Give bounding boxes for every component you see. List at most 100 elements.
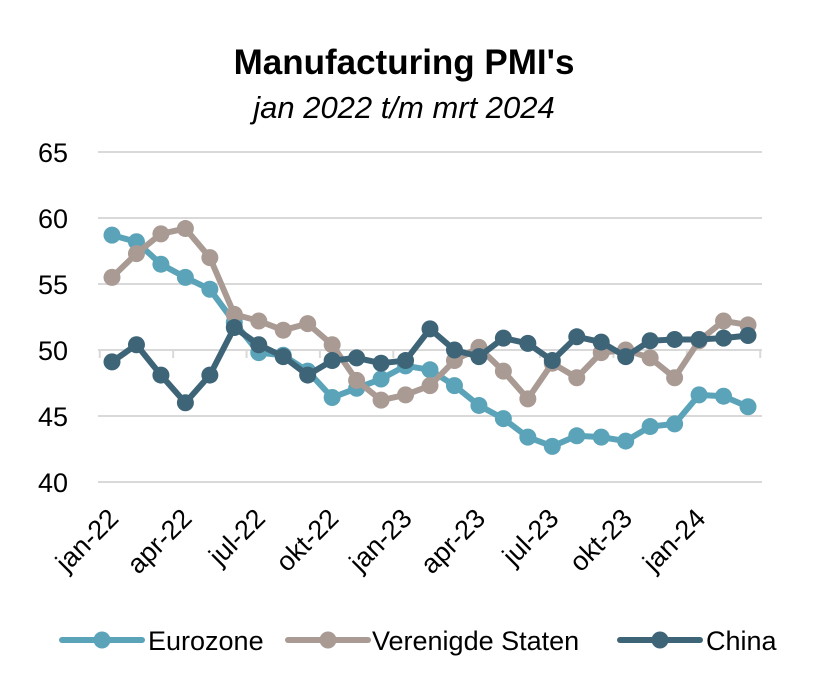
data-point	[592, 428, 610, 446]
y-tick-label: 60	[38, 204, 68, 234]
data-point	[519, 390, 537, 408]
gridlines	[98, 151, 762, 483]
data-point	[519, 334, 537, 352]
data-point	[494, 329, 512, 347]
data-point	[201, 280, 219, 298]
data-point	[323, 336, 341, 354]
data-point	[250, 336, 268, 354]
x-tick-label: jul-23	[496, 503, 565, 572]
data-point	[543, 352, 561, 370]
data-point	[445, 341, 463, 359]
data-point	[666, 415, 684, 433]
data-point	[592, 333, 610, 351]
data-point	[323, 352, 341, 370]
data-point	[421, 377, 439, 395]
data-point	[299, 366, 317, 384]
y-tick-label: 40	[38, 468, 68, 498]
data-point	[274, 321, 292, 339]
data-point	[348, 371, 366, 389]
chart-title: Manufacturing PMI's	[234, 43, 575, 82]
data-point	[103, 268, 121, 286]
data-point	[225, 319, 243, 337]
legend-swatch-marker	[651, 631, 669, 649]
data-point	[739, 398, 757, 416]
data-point	[641, 418, 659, 436]
data-point	[470, 396, 488, 414]
data-point	[421, 320, 439, 338]
data-point	[568, 369, 586, 387]
data-point	[176, 394, 194, 412]
data-point	[152, 225, 170, 243]
data-point	[715, 387, 733, 405]
y-tick-label: 45	[38, 402, 68, 432]
data-point	[152, 366, 170, 384]
data-point	[690, 386, 708, 404]
legend-item: Eurozone	[59, 626, 264, 656]
legend-item: Verenigde Staten	[285, 626, 579, 656]
data-point	[641, 349, 659, 367]
legend-swatch-marker	[319, 631, 337, 649]
y-tick-label: 50	[38, 336, 68, 366]
data-point	[225, 305, 243, 323]
data-point	[445, 377, 463, 395]
data-point	[397, 386, 415, 404]
data-point	[127, 233, 145, 251]
data-point	[372, 391, 390, 409]
data-point	[103, 226, 121, 244]
legend-label: Verenigde Staten	[372, 626, 579, 656]
legend: Eurozone Verenigde Staten China	[59, 626, 778, 656]
data-point	[641, 332, 659, 350]
x-tick-label: jul-22	[202, 503, 271, 572]
data-point	[519, 428, 537, 446]
y-tick-label: 65	[38, 138, 68, 168]
series-lines	[103, 220, 757, 455]
legend-label: Eurozone	[148, 626, 264, 656]
data-point	[494, 362, 512, 380]
data-point	[617, 432, 635, 450]
data-point	[127, 245, 145, 263]
data-point	[715, 329, 733, 347]
data-point	[372, 354, 390, 372]
data-point	[397, 352, 415, 370]
x-tick-label: jan-22	[49, 503, 124, 578]
data-point	[421, 361, 439, 379]
x-tick-label: okt-23	[564, 503, 638, 577]
data-point	[176, 268, 194, 286]
data-point	[323, 389, 341, 407]
data-point	[617, 348, 635, 366]
x-tick-label: apr-23	[415, 503, 491, 579]
legend-item: China	[617, 626, 778, 656]
data-point	[299, 315, 317, 333]
data-point	[201, 366, 219, 384]
chart-subtitle: jan 2022 t/m mrt 2024	[249, 90, 555, 125]
data-point	[176, 220, 194, 238]
data-point	[127, 336, 145, 354]
series-china	[103, 319, 757, 412]
data-point	[568, 427, 586, 445]
data-point	[543, 437, 561, 455]
y-tick-label: 55	[38, 270, 68, 300]
legend-swatch-marker	[93, 631, 111, 649]
data-point	[152, 255, 170, 273]
x-tick-label: jan-24	[636, 503, 711, 578]
data-point	[568, 328, 586, 346]
data-point	[201, 249, 219, 267]
x-tick-label: apr-22	[121, 503, 197, 579]
x-tick-label: jan-23	[343, 503, 418, 578]
data-point	[103, 353, 121, 371]
data-point	[250, 312, 268, 330]
y-axis-ticks: 40 45 50 55 60 65	[38, 138, 68, 498]
data-point	[372, 370, 390, 388]
data-point	[690, 330, 708, 348]
data-point	[739, 326, 757, 344]
legend-label: China	[706, 626, 778, 656]
data-point	[666, 330, 684, 348]
data-point	[470, 348, 488, 366]
data-point	[666, 369, 684, 387]
x-tick-label: okt-22	[270, 503, 344, 577]
data-point	[715, 312, 733, 330]
data-point	[494, 410, 512, 428]
